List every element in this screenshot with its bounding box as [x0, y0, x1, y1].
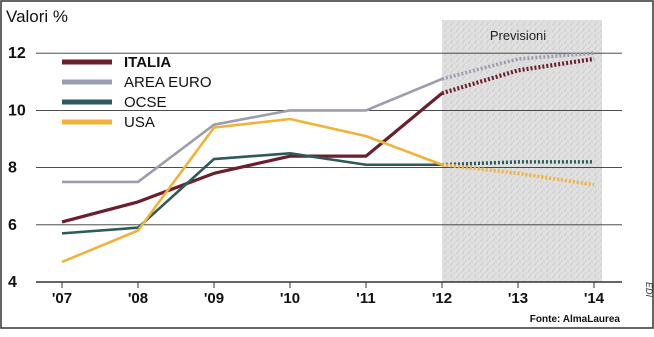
x-tick-label: '11: [356, 290, 375, 307]
side-mark: EDI: [644, 282, 654, 298]
y-tick-label: 4: [8, 274, 17, 291]
x-tick-label: '10: [280, 290, 300, 307]
y-axis-label: Valori %: [6, 7, 68, 26]
source-note: Fonte: AlmaLaurea: [530, 314, 621, 325]
x-tick-label: '13: [508, 290, 528, 307]
x-tick-label: '08: [128, 290, 148, 307]
x-tick-label: '12: [432, 290, 452, 307]
x-tick-label: '14: [584, 290, 605, 307]
y-tick-label: 8: [8, 160, 17, 177]
x-tick-label: '07: [52, 290, 72, 307]
y-tick-label: 10: [8, 102, 26, 119]
forecast-label: Previsioni: [490, 28, 546, 43]
legend-label-ocse: OCSE: [124, 94, 167, 111]
legend-label-usa: USA: [124, 114, 155, 131]
y-tick-label: 12: [8, 45, 26, 62]
y-tick-label: 6: [8, 217, 17, 234]
legend-label-italia: ITALIA: [124, 54, 171, 71]
legend-label-area-euro: AREA EURO: [124, 74, 212, 91]
x-tick-label: '09: [204, 290, 224, 307]
